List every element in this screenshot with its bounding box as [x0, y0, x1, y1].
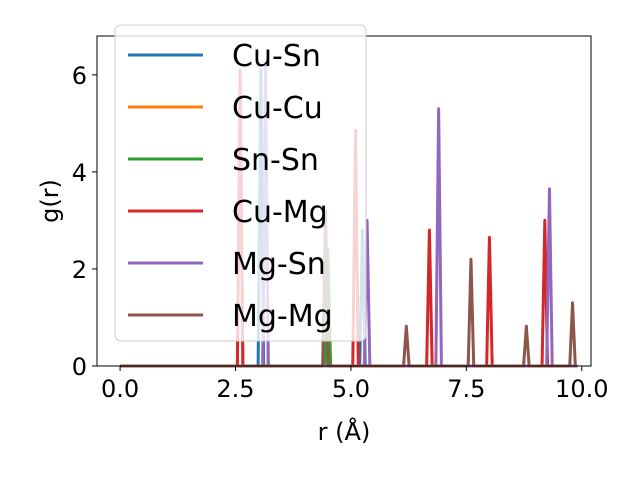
x-tick-label: 0.0 — [101, 375, 139, 403]
x-tick-label: 7.5 — [447, 375, 485, 403]
legend-entry: Cu-Cu — [232, 91, 323, 126]
x-tick-label: 2.5 — [216, 375, 254, 403]
legend: Cu-Sn Cu-Cu Sn-Sn Cu-Mg Mg-Sn Mg-Mg — [114, 24, 367, 342]
x-tick-label: 10.0 — [555, 375, 608, 403]
x-axis: 0.0 2.5 5.0 7.5 10.0 — [101, 366, 608, 403]
y-axis: 0 2 4 6 — [72, 62, 97, 381]
legend-entry: Mg-Mg — [232, 299, 333, 334]
x-axis-label: r (Å) — [318, 417, 371, 446]
legend-entry: Mg-Sn — [232, 247, 326, 282]
legend-entry: Sn-Sn — [232, 143, 319, 178]
x-tick-label: 5.0 — [332, 375, 370, 403]
y-tick-label: 6 — [72, 62, 87, 90]
y-axis-label: g(r) — [36, 179, 64, 223]
y-tick-label: 2 — [72, 256, 87, 284]
y-tick-label: 0 — [72, 353, 87, 381]
legend-entry: Cu-Mg — [232, 195, 328, 230]
y-tick-label: 4 — [72, 159, 87, 187]
legend-entry: Cu-Sn — [232, 39, 321, 74]
